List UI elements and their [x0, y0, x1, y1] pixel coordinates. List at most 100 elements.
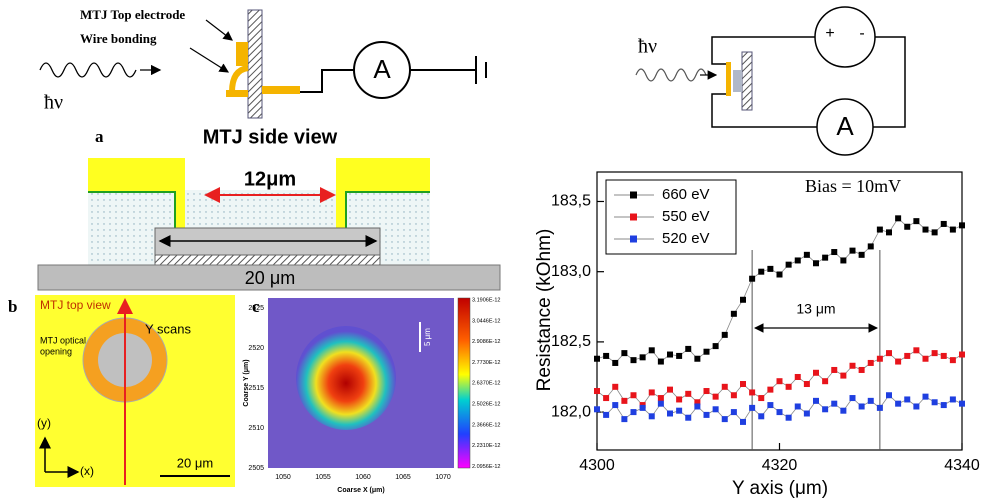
heatmap-x-tick: 1070	[435, 474, 451, 481]
point	[803, 381, 810, 388]
legend-marker	[630, 191, 637, 199]
colorbar-label: 3.1906E-12	[472, 297, 500, 303]
point	[703, 388, 710, 395]
point	[612, 402, 619, 409]
point	[776, 409, 783, 416]
label: (y)	[37, 416, 51, 430]
point	[840, 372, 847, 379]
point	[758, 413, 765, 420]
point	[749, 404, 756, 411]
point	[685, 414, 692, 421]
point	[758, 395, 765, 402]
point	[740, 418, 746, 425]
point	[940, 352, 947, 359]
point	[895, 400, 902, 407]
point	[694, 355, 701, 362]
x-axis-label: Y axis (μm)	[732, 478, 828, 499]
axis-label: Coarse Y (μm)	[243, 359, 250, 406]
point	[712, 393, 719, 400]
point	[959, 400, 965, 407]
point	[621, 350, 628, 357]
chart: Resistance (kOhm) Y axis (μm) 182,0 182,5…	[534, 171, 980, 499]
point	[621, 397, 628, 404]
point	[913, 403, 920, 410]
x-tick-label: 4320	[762, 457, 798, 474]
y-tick-label: 182,5	[551, 333, 591, 350]
point	[749, 389, 756, 396]
legend-label: 520 eV	[662, 230, 710, 247]
y-tick-label: 183,5	[551, 193, 591, 210]
point	[876, 404, 883, 411]
point	[959, 351, 965, 358]
heatmap-x-tick: 1055	[315, 474, 331, 481]
point	[676, 396, 683, 403]
point	[794, 403, 801, 410]
point	[785, 261, 792, 268]
point	[776, 271, 783, 278]
point	[813, 260, 819, 267]
label: MTJ Top electrode	[80, 7, 185, 22]
point	[867, 397, 874, 404]
legend-marker	[630, 235, 637, 243]
point	[685, 345, 692, 352]
point	[858, 251, 865, 258]
point	[785, 383, 792, 390]
colorbar-label: 2.5026E-12	[472, 401, 500, 407]
point	[594, 355, 600, 362]
colorbar-label: 2.3666E-12	[472, 422, 500, 428]
label: MTJ top view	[40, 298, 111, 312]
point	[639, 354, 646, 361]
label: Wire bonding	[80, 31, 157, 46]
point	[940, 220, 947, 227]
label: opening	[40, 346, 72, 356]
panel-b: b MTJ top view Y scans MTJ optical openi…	[8, 295, 235, 487]
point	[904, 352, 911, 359]
point	[721, 416, 728, 423]
point	[694, 403, 701, 410]
heatmap-x-tick: 1060	[355, 474, 371, 481]
point	[949, 396, 956, 403]
point	[594, 388, 600, 395]
heatmap-y-tick: 2505	[248, 465, 264, 472]
point	[630, 392, 637, 399]
point	[913, 347, 920, 354]
point	[785, 414, 792, 421]
label: ħν	[44, 92, 63, 114]
point	[867, 359, 874, 366]
panel-letter: c	[252, 297, 260, 316]
point	[931, 399, 938, 406]
point	[712, 406, 719, 413]
x-tick-label: 4340	[944, 457, 980, 474]
heatmap-y-tick: 2515	[248, 385, 264, 392]
point	[940, 402, 947, 409]
point	[767, 402, 774, 409]
label: Y scans	[145, 321, 192, 336]
point	[831, 249, 838, 256]
label: MTJ optical	[40, 335, 86, 345]
legend-label: 550 eV	[662, 208, 710, 225]
point	[822, 378, 829, 385]
x-tick-label: 4300	[579, 457, 615, 474]
annotation: 13 μm	[796, 301, 835, 317]
label: (x)	[80, 464, 94, 478]
point	[657, 400, 664, 407]
point	[849, 395, 856, 402]
point	[822, 254, 829, 261]
point	[813, 397, 819, 404]
point	[840, 407, 847, 414]
point	[667, 351, 673, 358]
point	[849, 247, 856, 254]
point	[959, 222, 965, 229]
point	[767, 386, 774, 393]
heatmap-x-tick: 1065	[395, 474, 411, 481]
label: +	[825, 25, 834, 42]
point	[603, 352, 610, 359]
colorbar-label: 2.9086E-12	[472, 339, 500, 345]
point	[876, 226, 883, 233]
point	[922, 393, 929, 400]
point	[703, 348, 710, 355]
point	[648, 413, 655, 420]
point	[648, 347, 655, 354]
point	[712, 343, 719, 350]
